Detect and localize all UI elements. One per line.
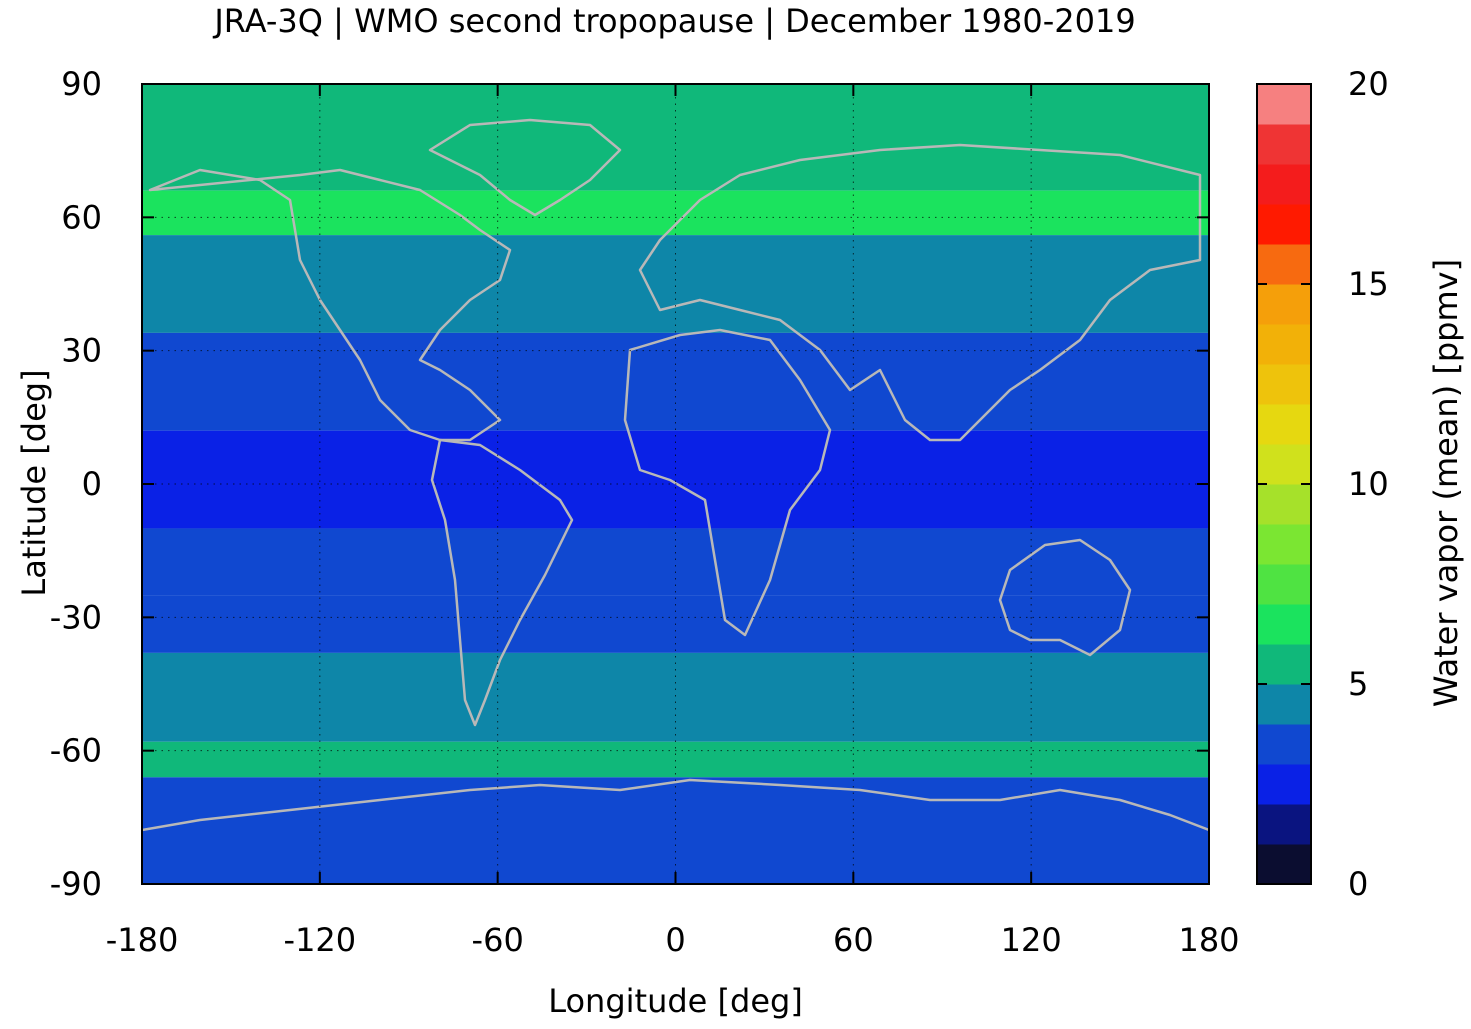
latitude-band [142, 332, 1209, 431]
colorbar-segment [1257, 244, 1311, 285]
coastline-australia [998, 538, 1132, 657]
colorbar-ticks: 0 5 10 15 20 [1257, 65, 1389, 903]
colorbar-segment [1257, 404, 1311, 445]
colorbar-segment [1257, 284, 1311, 325]
coastline-antarctica [142, 778, 1209, 832]
latitude-band [142, 652, 1209, 742]
y-tick-label: -90 [50, 865, 102, 903]
colorbar-segment [1257, 324, 1311, 365]
x-tick-label: -180 [106, 921, 179, 959]
coastline-greenland [428, 118, 622, 217]
colorbar-segment [1257, 164, 1311, 205]
colorbar-segment [1257, 684, 1311, 725]
x-tick-label: 60 [833, 921, 874, 959]
colorbar-segment [1257, 484, 1311, 525]
latitude-band [142, 430, 1209, 529]
x-tick-label: -120 [284, 921, 357, 959]
y-axis: 90 60 30 0 -30 -60 -90 [50, 65, 1209, 903]
colorbar-tick-label: 15 [1348, 265, 1389, 303]
colorbar-segment [1257, 364, 1311, 405]
y-tick-label: 30 [61, 332, 102, 370]
colorbar-label: Water vapor (mean) [ppmv] [1427, 258, 1465, 708]
x-tick-label: 120 [1001, 921, 1062, 959]
colorbar-tick-label: 0 [1348, 865, 1368, 903]
colorbar-tick-label: 5 [1348, 665, 1368, 703]
x-tick-label: -60 [472, 921, 524, 959]
x-tick-label: 0 [665, 921, 685, 959]
chart-title: JRA-3Q | WMO second tropopause | Decembe… [214, 2, 1136, 40]
y-axis-label: Latitude [deg] [15, 369, 53, 597]
colorbar-segment [1257, 644, 1311, 685]
x-tick-label: 180 [1178, 921, 1239, 959]
x-axis-label: Longitude [deg] [548, 982, 803, 1020]
y-tick-label: 60 [61, 198, 102, 236]
y-tick-label: -60 [50, 732, 102, 770]
coastline-south-america [430, 438, 574, 727]
colorbar-tick-label: 10 [1348, 465, 1389, 503]
colorbar-segment [1257, 764, 1311, 805]
coastline-africa [623, 328, 832, 637]
colorbar-segment [1257, 804, 1311, 845]
coastline-north-america [148, 168, 512, 442]
colorbar-segment [1257, 524, 1311, 565]
colorbar-tick-label: 20 [1348, 65, 1389, 103]
colorbar-segment [1257, 724, 1311, 765]
coastlines [142, 118, 1209, 832]
colorbar-segment [1257, 844, 1311, 885]
colorbar [1257, 84, 1311, 885]
colorbar-segment [1257, 564, 1311, 605]
colorbar-segment [1257, 84, 1311, 125]
colorbar-segment [1257, 124, 1311, 165]
y-tick-label: 0 [82, 465, 102, 503]
colorbar-segment [1257, 604, 1311, 645]
colorbar-segment [1257, 444, 1311, 485]
y-tick-label: -30 [50, 598, 102, 636]
grid-lines [142, 84, 1209, 884]
x-axis: -180 -120 -60 0 60 120 180 [106, 84, 1240, 959]
colorbar-segment [1257, 204, 1311, 245]
y-tick-label: 90 [61, 65, 102, 103]
coastline-eurasia [638, 143, 1202, 442]
